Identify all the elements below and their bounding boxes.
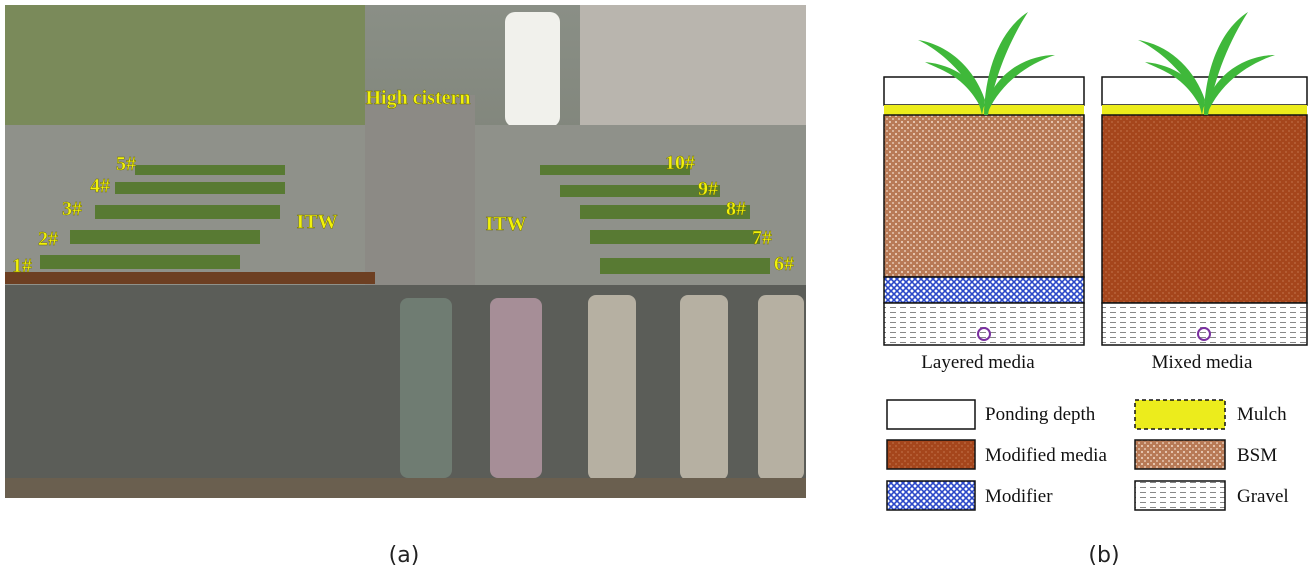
photo: [5, 5, 806, 498]
cell-label: 10#: [665, 152, 695, 174]
legend-label: Modified media: [985, 445, 1107, 466]
itw-label: ITW: [485, 213, 526, 235]
legend-label: Mulch: [1237, 404, 1287, 425]
figure: High cistern ITW ITW 1# 2# 3# 4# 5# 6# 7…: [0, 0, 1313, 578]
cell-label: 6#: [774, 253, 794, 275]
caption: (b): [1088, 543, 1119, 568]
cell-label: 5#: [116, 153, 136, 175]
column-mixed: [1102, 77, 1307, 345]
cell-label: 3#: [62, 198, 82, 220]
column-label: Mixed media: [1152, 352, 1253, 373]
cell-label: 2#: [38, 228, 58, 250]
cell-label: 7#: [752, 227, 772, 249]
itw-label: ITW: [296, 211, 337, 233]
cell-label: 1#: [12, 255, 32, 277]
column-label: Layered media: [921, 352, 1035, 373]
legend-label: Ponding depth: [985, 404, 1096, 425]
legend-label: Modifier: [985, 486, 1053, 507]
legend-label: Gravel: [1237, 486, 1289, 507]
cell-label: 4#: [90, 175, 110, 197]
cistern-label: High cistern: [366, 87, 471, 109]
cell-label: 8#: [726, 198, 746, 220]
column-layered: [884, 77, 1084, 345]
caption: (a): [389, 543, 420, 568]
cell-label: 9#: [698, 178, 718, 200]
legend-label: BSM: [1237, 445, 1277, 466]
